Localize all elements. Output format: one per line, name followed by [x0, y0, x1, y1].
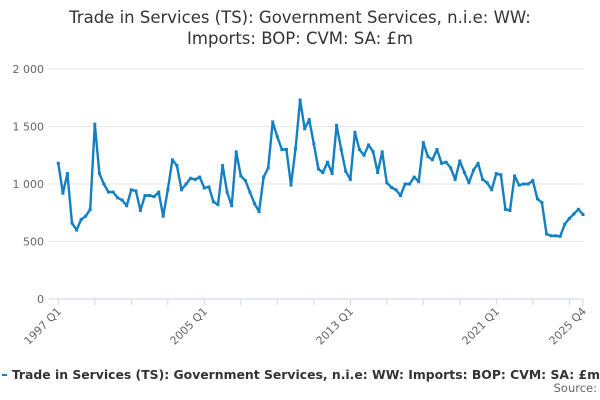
source-label: Source: [553, 381, 597, 395]
y-axis-labels: 2 000 1 500 1 000 500 0 [13, 63, 45, 306]
x-axis-labels: 1997 Q1 2005 Q1 2013 Q1 2021 Q1 2025 Q4 [22, 305, 590, 348]
legend-line-marker-icon [2, 373, 7, 376]
legend-label: Trade in Services (TS): Government Servi… [11, 367, 600, 382]
x-tick-label: 2025 Q4 [547, 305, 590, 348]
chart-title: Trade in Services (TS): Government Servi… [0, 7, 600, 49]
x-tick-label: 2005 Q1 [168, 305, 211, 348]
x-axis-ticks [57, 299, 584, 305]
y-tick-label: 500 [23, 236, 44, 249]
series-line [56, 98, 585, 238]
x-tick-label: 1997 Q1 [22, 305, 65, 348]
plot-area: 2 000 1 500 1 000 500 0 1997 Q1 2005 Q1 … [13, 63, 590, 348]
chart-title-line2: Imports: BOP: CVM: SA: £m [187, 29, 413, 48]
x-tick-label: 2021 Q1 [460, 305, 503, 348]
y-tick-label: 2 000 [13, 63, 45, 76]
legend-item[interactable]: Trade in Services (TS): Government Servi… [2, 367, 600, 382]
y-tick-label: 0 [37, 293, 44, 306]
y-tick-label: 1 500 [13, 121, 45, 134]
chart-title-line1: Trade in Services (TS): Government Servi… [69, 8, 531, 27]
x-tick-label: 2013 Q1 [314, 305, 357, 348]
y-tick-label: 1 000 [13, 178, 45, 191]
